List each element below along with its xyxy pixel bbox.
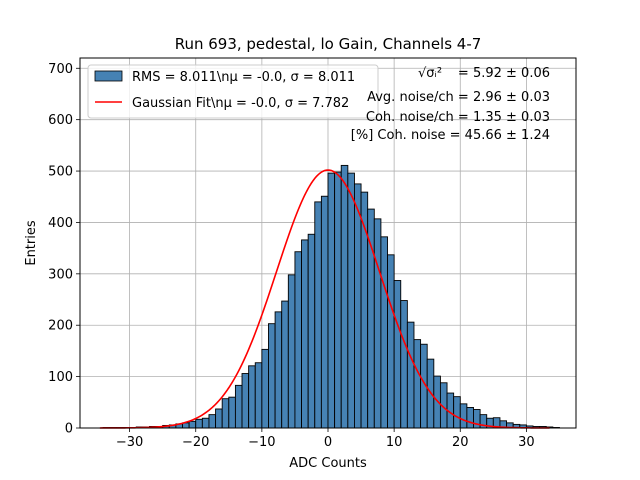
legend-rms-label: RMS = 8.011\nμ = -0.0, σ = 8.011	[132, 70, 355, 85]
y-tick-label: 100	[48, 370, 73, 385]
histogram-bar	[334, 171, 342, 429]
histogram-bar	[221, 398, 230, 429]
histogram-bar	[433, 375, 441, 429]
histogram-bar	[307, 233, 316, 429]
annotation-coh-noise: Coh. noise/ch = 1.35 ± 0.03	[366, 110, 550, 125]
noise-annotations: √σᵢ² = 5.92 ± 0.06 Avg. noise/ch = 2.96 …	[351, 66, 550, 143]
histogram-bar	[274, 311, 283, 429]
histogram-bar	[268, 323, 276, 429]
y-tick-label: 600	[48, 113, 73, 128]
annotation-sqrt-value: = 5.92 ± 0.06	[458, 66, 550, 81]
histogram-bar	[380, 236, 388, 429]
y-tick-label: 0	[65, 422, 73, 437]
histogram-bar	[459, 403, 468, 429]
x-axis-ticks: −30 −20 −10 0 10 20 30	[116, 428, 535, 450]
histogram-bar	[320, 195, 329, 429]
histogram-bar	[367, 208, 375, 429]
chart-title: Run 693, pedestal, lo Gain, Channels 4-7	[175, 35, 482, 53]
x-tick-label: 10	[386, 435, 403, 450]
histogram-bar	[354, 183, 362, 429]
histogram-bar	[241, 373, 250, 429]
y-tick-label: 200	[48, 319, 73, 334]
annotation-avg-noise: Avg. noise/ch = 2.96 ± 0.03	[367, 90, 550, 105]
gaussian-fit	[99, 169, 550, 429]
y-axis-label: Entries	[24, 220, 39, 266]
x-tick-label: −10	[248, 435, 275, 450]
x-tick-label: −20	[182, 435, 209, 450]
annotation-coh-percent: [%] Coh. noise = 45.66 ± 1.24	[351, 128, 550, 143]
histogram-bar	[373, 218, 382, 429]
histogram-bar	[261, 348, 269, 429]
x-axis-label: ADC Counts	[289, 456, 367, 471]
x-tick-label: 30	[518, 435, 535, 450]
fit-curve	[99, 169, 550, 429]
histogram-bar	[201, 417, 210, 429]
histogram-bar	[400, 300, 408, 429]
histogram-bar	[387, 254, 395, 429]
y-tick-label: 400	[48, 216, 73, 231]
y-tick-label: 500	[48, 165, 73, 180]
histogram-bar	[314, 201, 322, 429]
y-axis-ticks: 0 100 200 300 400 500 600 700	[48, 62, 80, 437]
x-tick-label: 0	[324, 435, 332, 450]
histogram-bar	[228, 396, 236, 429]
histogram-bar	[340, 164, 349, 429]
histogram-bar	[327, 172, 336, 429]
legend-box	[87, 64, 379, 119]
histogram-bar	[254, 362, 263, 429]
histogram-bar	[466, 406, 474, 429]
x-tick-label: 20	[452, 435, 469, 450]
y-tick-label: 700	[48, 62, 73, 77]
histogram-bar	[188, 420, 197, 429]
histogram-bar	[215, 408, 223, 429]
legend: RMS = 8.011\nμ = -0.0, σ = 8.011 Gaussia…	[87, 64, 379, 119]
histogram-bar	[413, 339, 422, 429]
histogram-bar	[406, 321, 415, 429]
histogram-bar	[453, 396, 461, 429]
histogram-bar	[294, 251, 302, 429]
histogram-bar	[281, 300, 289, 429]
legend-fit-label: Gaussian Fit\nμ = -0.0, σ = 7.782	[132, 96, 349, 111]
histogram-bar	[195, 418, 203, 429]
histogram-bar	[248, 365, 256, 429]
histogram-bar	[208, 414, 217, 429]
histogram-bar	[287, 274, 296, 429]
x-tick-label: −30	[116, 435, 143, 450]
histogram-bar	[347, 172, 355, 429]
legend-rms-swatch	[94, 70, 123, 82]
histogram-bar	[393, 280, 402, 429]
y-tick-label: 300	[48, 267, 73, 282]
annotation-sqrt-symbol: √σᵢ²	[418, 66, 442, 81]
histogram-bar	[301, 239, 309, 429]
histogram-bar	[234, 384, 243, 429]
